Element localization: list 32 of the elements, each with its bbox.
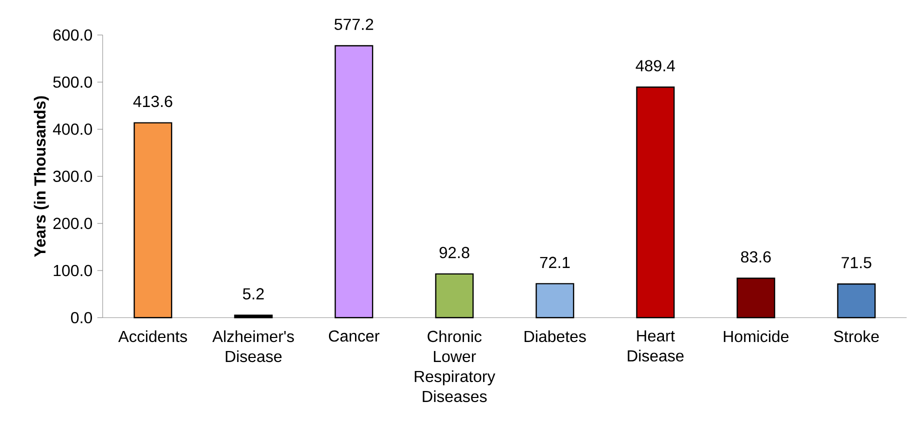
data-label: 71.5 xyxy=(842,257,872,268)
y-axis-title: Years (in Thousands) xyxy=(34,96,49,257)
bar xyxy=(837,283,876,318)
y-tick-label: 100.0 xyxy=(54,264,92,276)
y-tick-label: 200.0 xyxy=(53,218,92,230)
data-label: 72.1 xyxy=(540,256,570,268)
data-label: 489.4 xyxy=(636,60,675,72)
x-tick-label: Accidents xyxy=(118,330,188,342)
bar xyxy=(736,278,776,318)
x-tick-label: Chronic Lower Respiratory Diseases xyxy=(414,330,496,402)
y-tick-label: 400.0 xyxy=(52,124,92,135)
y-tick-label: 300.0 xyxy=(53,170,92,182)
x-tick-label: Alzheimer's Disease xyxy=(212,330,294,362)
y-tick-label: 600.0 xyxy=(53,29,92,41)
y-tick-label: 0.0 xyxy=(71,312,92,324)
bar xyxy=(536,283,574,318)
data-label: 577.2 xyxy=(334,18,374,30)
bar xyxy=(636,86,675,318)
x-tick-label: Stroke xyxy=(834,330,879,342)
x-tick-label: Heart Disease xyxy=(628,330,684,362)
data-label: 5.2 xyxy=(242,288,264,300)
data-label: 83.6 xyxy=(741,251,771,263)
x-tick-label: Cancer xyxy=(328,330,380,342)
y-tick-label: 500.0 xyxy=(53,76,92,88)
bar xyxy=(134,122,172,318)
bar xyxy=(435,273,474,318)
x-tick-label: Homicide xyxy=(724,330,789,342)
bar xyxy=(334,45,374,318)
data-label: 413.6 xyxy=(133,96,172,108)
x-tick-label: Diabetes xyxy=(524,330,586,342)
bar xyxy=(234,314,273,318)
data-label: 92.8 xyxy=(440,246,470,258)
